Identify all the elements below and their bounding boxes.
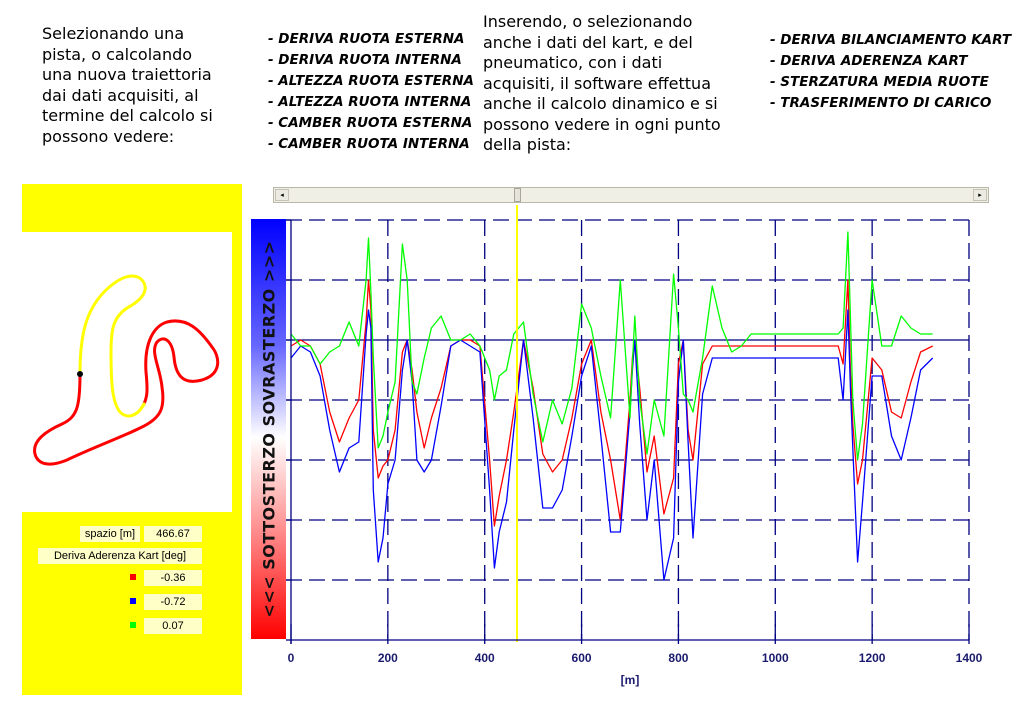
x-tick-label: 0 <box>288 651 295 665</box>
x-axis-label: [m] <box>621 673 640 687</box>
track-segment-yellow <box>78 274 147 418</box>
green-series-swatch <box>130 622 136 628</box>
info-panel: spazio [m] 466.67 Deriva Aderenza Kart [… <box>22 512 242 695</box>
chart-grid <box>286 219 970 640</box>
x-tick-label: 800 <box>668 651 688 665</box>
scroll-right-button[interactable]: ▸ <box>973 189 987 201</box>
x-tick-label: 600 <box>572 651 592 665</box>
x-tick-label: 1200 <box>859 651 886 665</box>
red-series-value: -0.36 <box>144 570 202 586</box>
space-label: spazio [m] <box>80 526 140 542</box>
steer-balance-gradient <box>251 219 286 639</box>
x-tick-label: 200 <box>378 651 398 665</box>
green-series-line <box>290 231 933 461</box>
intro-text-middle: Inserendo, o selezionando anche i dati d… <box>483 12 721 154</box>
scroll-left-button[interactable]: ◂ <box>275 189 289 201</box>
blue-series-value: -0.72 <box>144 594 202 610</box>
scroll-thumb[interactable] <box>514 188 521 202</box>
arrow-right-icon: ▸ <box>978 191 982 199</box>
red-series-swatch <box>130 574 136 580</box>
track-feature-item: - ALTEZZA RUOTA ESTERNA <box>268 73 474 89</box>
track-feature-item: - ALTEZZA RUOTA INTERNA <box>268 94 472 110</box>
track-feature-item: - DERIVA RUOTA INTERNA <box>268 52 462 68</box>
quantity-label: Deriva Aderenza Kart [deg] <box>38 548 202 564</box>
blue-series-swatch <box>130 598 136 604</box>
track-cursor-marker <box>77 371 83 377</box>
dynamic-feature-item: - DERIVA ADERENZA KART <box>770 53 968 69</box>
x-tick-label: 1000 <box>762 651 789 665</box>
track-features-list: - DERIVA RUOTA ESTERNA - DERIVA RUOTA INT… <box>268 29 474 155</box>
arrow-left-icon: ◂ <box>280 191 284 199</box>
blue-series-line <box>290 309 934 581</box>
track-feature-item: - CAMBER RUOTA INTERNA <box>268 136 470 152</box>
dynamic-features-list: - DERIVA BILANCIAMENTO KART - DERIVA ADER… <box>770 30 1011 114</box>
green-series-value: 0.07 <box>144 618 202 634</box>
dynamic-feature-item: - TRASFERIMENTO DI CARICO <box>770 95 992 111</box>
intro-text-left: Selezionando una pista, o calcolando una… <box>42 24 213 146</box>
chart-series <box>290 231 934 581</box>
track-segment-red-start <box>33 319 220 466</box>
dynamic-feature-item: - STERZATURA MEDIA RUOTE <box>770 74 989 90</box>
position-scrollbar[interactable]: ◂ ▸ <box>273 187 989 203</box>
track-feature-item: - DERIVA RUOTA ESTERNA <box>268 31 465 47</box>
x-tick-label: 1400 <box>956 651 983 665</box>
left-panel-header <box>22 184 242 232</box>
red-series-line <box>290 279 933 527</box>
left-panel-strip <box>232 232 242 692</box>
x-tick-label: 400 <box>475 651 495 665</box>
dynamic-feature-item: - DERIVA BILANCIAMENTO KART <box>770 32 1012 48</box>
space-value: 466.67 <box>144 526 202 542</box>
track-map-panel <box>22 232 232 510</box>
track-map <box>33 274 220 466</box>
track-feature-item: - CAMBER RUOTA ESTERNA <box>268 115 473 131</box>
chart-axes: 0 200 400 600 800 1000 1200 1400 <box>286 219 983 665</box>
